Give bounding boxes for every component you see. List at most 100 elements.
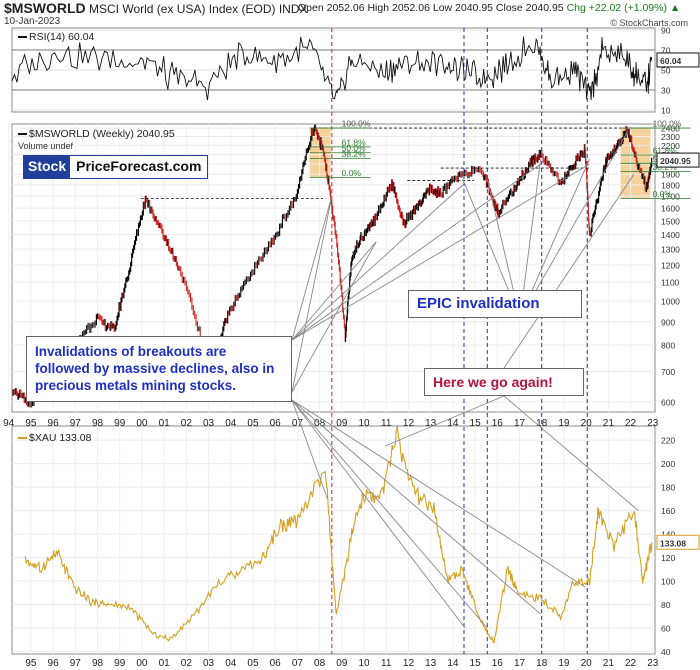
price-y-tick-label: 1400: [661, 230, 680, 240]
xau-x-tick-label: 18: [536, 658, 548, 669]
price-x-tick-label: 15: [470, 418, 482, 429]
xau-x-tick-label: 15: [470, 658, 482, 669]
xau-x-tick-label: 04: [225, 658, 237, 669]
rsi-series-icon: [18, 36, 27, 39]
chart-index-name: MSCI World (ex USA) Index (EOD): [89, 2, 276, 16]
xau-x-tick-label: 95: [25, 658, 37, 669]
rsi-y-tick-label: 10: [661, 106, 671, 116]
xau-panel-title: $XAU 133.08: [18, 432, 91, 444]
rsi-y-tick-label: 90: [661, 26, 671, 36]
price-x-tick-label: 09: [336, 418, 348, 429]
pointer-line: [503, 173, 635, 369]
callout-here-we-go-again: Here we go again!: [424, 368, 584, 396]
ohlc-readout: Open 2052.06 High 2052.06 Low 2040.95 Cl…: [298, 2, 680, 14]
logo-part-priceforecast: PriceForecast.com: [70, 156, 208, 178]
xau-y-tick-label: 160: [661, 506, 675, 516]
xau-x-tick-label: 11: [381, 658, 392, 669]
price-x-tick-label: 06: [270, 418, 282, 429]
price-x-tick-label: 21: [603, 418, 615, 429]
xau-x-tick-label: 97: [70, 658, 82, 669]
xau-x-tick-label: 12: [403, 658, 415, 669]
xau-x-tick-label: 13: [425, 658, 437, 669]
xau-x-tick-label: 05: [247, 658, 259, 669]
pointer-line: [503, 395, 639, 511]
pointer-line: [291, 196, 333, 341]
price-y-tick-label: 1000: [661, 296, 680, 306]
price-y-tick-label: 2400: [661, 124, 680, 134]
price-y-tick-label: 600: [661, 397, 675, 407]
xau-x-tick-label: 17: [514, 658, 526, 669]
xau-x-tick-label: 16: [492, 658, 504, 669]
pointer-line: [291, 163, 590, 341]
xau-x-tick-label: 99: [114, 658, 126, 669]
xau-x-tick-label: 07: [292, 658, 304, 669]
price-y-tick-label: 2200: [661, 141, 680, 151]
price-x-tick-label: 10: [358, 418, 370, 429]
price-x-tick-label: 04: [225, 418, 237, 429]
volume-label: Volume undef: [18, 141, 74, 151]
left-fib-label: 38.2%: [342, 149, 367, 159]
price-x-tick-label: 17: [514, 418, 526, 429]
pointer-line: [519, 132, 628, 319]
price-y-tick-label: 800: [661, 341, 675, 351]
xau-x-tick-label: 01: [159, 658, 171, 669]
pointer-line: [291, 399, 328, 500]
price-y-tick-label: 1300: [661, 245, 680, 255]
xau-y-tick-label: 100: [661, 577, 675, 587]
price-x-tick-label: 05: [247, 418, 259, 429]
price-last-tag-box: [656, 152, 700, 168]
xau-x-tick-label: 03: [203, 658, 215, 669]
rsi-y-tick-label: 70: [661, 46, 671, 56]
price-last-tag-text: 2040.95: [660, 156, 691, 166]
xau-y-tick-label: 140: [661, 530, 675, 540]
price-x-tick-label: 13: [425, 418, 437, 429]
xau-x-tick-label: 06: [270, 658, 282, 669]
price-x-tick-label: 14: [447, 418, 459, 429]
left-fib-label: 61.8%: [342, 137, 367, 147]
price-y-tick-label: 900: [661, 317, 675, 327]
price-y-tick-label: 1200: [661, 260, 680, 270]
price-x-tick-label: 16: [492, 418, 504, 429]
pointer-line: [291, 399, 488, 629]
callout-epic-invalidation: EPIC invalidation: [408, 290, 582, 318]
triangle-up-icon: ▲: [669, 2, 681, 14]
chart-date: 10-Jan-2023: [4, 16, 61, 27]
pointer-line: [291, 163, 541, 341]
price-x-tick-label: 12: [403, 418, 415, 429]
watermark: © StockCharts.com: [610, 18, 688, 28]
chart-symbol-title: $MSWORLD MSCI World (ex USA) Index (EOD)…: [4, 0, 308, 16]
pointer-line: [291, 196, 333, 393]
xau-x-tick-label: 10: [358, 658, 370, 669]
price-x-tick-label: 22: [625, 418, 637, 429]
xau-x-tick-label: 19: [558, 658, 570, 669]
pointer-line: [291, 241, 377, 393]
xau-x-tick-label: 98: [92, 658, 104, 669]
price-x-tick-label: 02: [181, 418, 193, 429]
price-y-tick-label: 1600: [661, 204, 680, 214]
xau-last-tag-text: 133.08: [660, 538, 686, 548]
left-fib-label: 50.0%: [342, 143, 367, 153]
callout-invalidations: Invalidations of breakouts are followed …: [26, 336, 292, 402]
price-last-tag: 2040.95: [656, 152, 700, 168]
pointer-line: [384, 395, 505, 447]
ohlc-values: Open 2052.06 High 2052.06 Low 2040.95 Cl…: [298, 2, 564, 14]
xau-last-tag-box: [656, 534, 700, 550]
right-fib-label: 61.8%: [653, 145, 678, 155]
price-x-tick-label: 95: [25, 418, 37, 429]
price-y-tick-label: 1500: [661, 216, 680, 226]
right-fib-label: 0.0%: [653, 189, 673, 199]
price-x-tick-label: 07: [292, 418, 304, 429]
pointer-line: [291, 399, 586, 588]
price-y-tick-label: 2300: [661, 132, 680, 142]
price-x-tick-label: 99: [114, 418, 126, 429]
xau-y-tick-label: 180: [661, 483, 675, 493]
xau-x-tick-label: 20: [581, 658, 593, 669]
price-x-tick-label: 94: [3, 418, 15, 429]
right-fib-label: 100.0%: [653, 119, 682, 129]
xau-series-icon: [18, 437, 27, 440]
change-value: Chg +22.02 (+1.09%): [566, 2, 667, 14]
price-x-tick-label: 00: [136, 418, 148, 429]
chart-exchange: INDX: [278, 2, 308, 16]
price-x-tick-label: 20: [581, 418, 593, 429]
xau-x-tick-label: 09: [336, 658, 348, 669]
